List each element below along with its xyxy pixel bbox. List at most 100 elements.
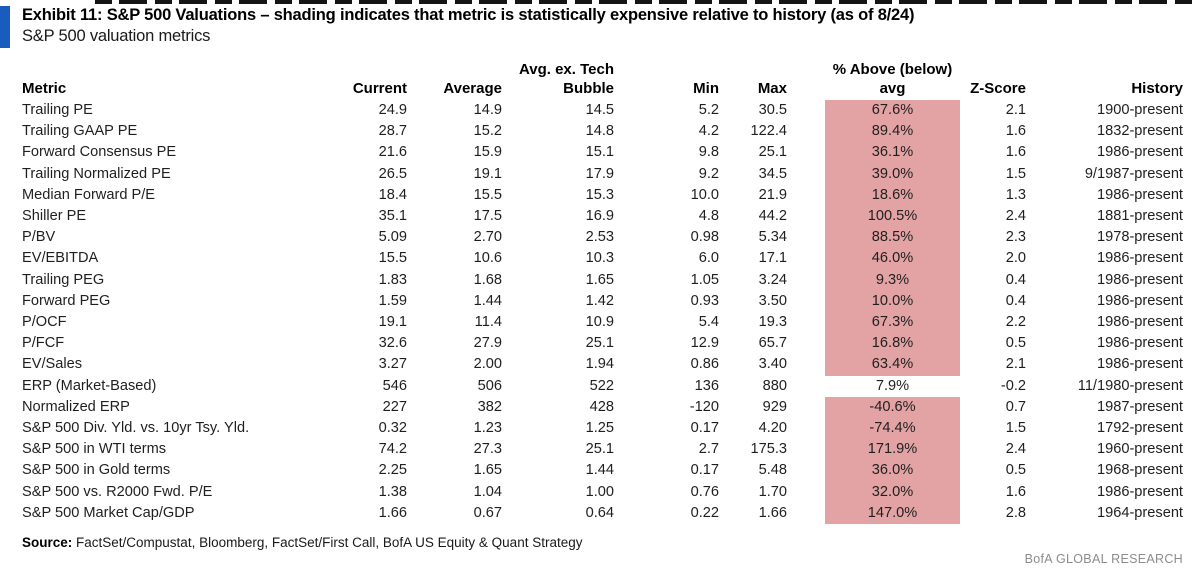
- cell-min: 4.2: [698, 123, 719, 140]
- cell-average: 27.3: [473, 441, 502, 458]
- cell-avg-ex-tech-bubble: 1.25: [585, 420, 614, 437]
- header-pct-above-avg: % Above (below) avg: [825, 60, 960, 100]
- cell-avg-ex-tech-bubble: 15.1: [585, 144, 614, 161]
- cell-current: 5.09: [378, 229, 407, 246]
- cell-min: 12.9: [690, 335, 719, 352]
- table-row: Median Forward P/E 18.4 15.5 15.3 10.0 2…: [22, 184, 1183, 207]
- cell-current: 28.7: [378, 123, 407, 140]
- cell-current: 18.4: [378, 186, 407, 203]
- valuation-table: Metric Current Average Avg. ex. Tech Bub…: [22, 60, 1183, 525]
- cell-avg-ex-tech-bubble: 2.53: [585, 229, 614, 246]
- cell-metric: Trailing GAAP PE: [22, 123, 138, 140]
- cell-current: 15.5: [378, 250, 407, 267]
- cell-min: 136: [694, 377, 719, 394]
- table-row: EV/EBITDA 15.5 10.6 10.3 6.0 17.1 46.0% …: [22, 248, 1183, 270]
- cell-metric: Trailing PEG: [22, 271, 105, 288]
- cell-pct-above-avg: 171.9%: [825, 439, 960, 461]
- cell-min: 4.8: [698, 208, 719, 225]
- cell-avg-ex-tech-bubble: 25.1: [585, 335, 614, 352]
- cell-pct-above-avg: 36.0%: [825, 460, 960, 482]
- table-row: Shiller PE 35.1 17.5 16.9 4.8 44.2 100.5…: [22, 206, 1183, 228]
- cell-current: 24.9: [378, 102, 407, 118]
- cell-avg-ex-tech-bubble: 522: [589, 377, 614, 394]
- cell-average: 15.5: [473, 186, 502, 203]
- cell-avg-ex-tech-bubble: 1.65: [585, 271, 614, 288]
- cell-average: 382: [477, 398, 502, 415]
- cell-current: 21.6: [378, 144, 407, 161]
- cell-spacer: [787, 185, 825, 206]
- cell-metric: S&P 500 Div. Yld. vs. 10yr Tsy. Yld.: [22, 420, 250, 437]
- cell-zscore: 2.4: [1005, 208, 1026, 225]
- cell-average: 19.1: [473, 165, 502, 182]
- cell-avg-ex-tech-bubble: 1.94: [585, 356, 614, 373]
- cell-max: 17.1: [758, 250, 787, 267]
- source-label: Source:: [22, 535, 73, 550]
- cell-zscore: 1.5: [1005, 165, 1026, 182]
- cell-avg-ex-tech-bubble: 10.3: [585, 250, 614, 267]
- cell-max: 1.70: [758, 483, 787, 500]
- table-row: S&P 500 in Gold terms 2.25 1.65 1.44 0.1…: [22, 460, 1183, 482]
- table-row: S&P 500 in WTI terms 74.2 27.3 25.1 2.7 …: [22, 439, 1183, 461]
- clipped-text-artifact: [95, 0, 1195, 4]
- cell-pct-above-avg: 46.0%: [825, 248, 960, 270]
- table-row: EV/Sales 3.27 2.00 1.94 0.86 3.40 63.4% …: [22, 354, 1183, 376]
- cell-zscore: 0.7: [1005, 398, 1026, 415]
- cell-history: 1986-present: [1096, 186, 1183, 203]
- table-row: S&P 500 vs. R2000 Fwd. P/E 1.38 1.04 1.0…: [22, 481, 1183, 503]
- cell-zscore: 0.4: [1005, 292, 1026, 309]
- table-row: Trailing PEG 1.83 1.68 1.65 1.05 3.24 9.…: [22, 269, 1183, 291]
- header-avg-ex-tech-bubble: Avg. ex. Tech Bubble: [502, 60, 614, 100]
- cell-spacer: [787, 397, 825, 418]
- cell-avg-ex-tech-bubble: 14.8: [585, 123, 614, 140]
- cell-history: 11/1980-present: [1077, 377, 1183, 394]
- cell-history: 1986-present: [1096, 335, 1183, 352]
- table-row: Forward PEG 1.59 1.44 1.42 0.93 3.50 10.…: [22, 290, 1183, 313]
- cell-spacer: [787, 121, 825, 142]
- cell-zscore: 1.3: [1005, 186, 1026, 203]
- table-row: Trailing GAAP PE 28.7 15.2 14.8 4.2 122.…: [22, 121, 1183, 143]
- cell-spacer: [787, 100, 825, 121]
- cell-history: 1986-present: [1096, 144, 1183, 161]
- header-avg-ex-line2: Bubble: [563, 80, 614, 97]
- cell-metric: EV/EBITDA: [22, 250, 99, 267]
- cell-spacer: [787, 227, 825, 248]
- cell-avg-ex-tech-bubble: 15.3: [585, 186, 614, 203]
- cell-history: 9/1987-present: [1084, 165, 1183, 182]
- cell-average: 0.67: [473, 504, 502, 521]
- header-current: Current: [352, 80, 407, 97]
- header-metric: Metric: [22, 80, 67, 97]
- cell-metric: P/BV: [22, 229, 56, 246]
- header-min: Min: [693, 80, 719, 97]
- cell-pct-above-avg: 67.3%: [825, 312, 960, 334]
- cell-pct-above-avg: 89.4%: [825, 121, 960, 143]
- cell-max: 880: [762, 377, 787, 394]
- cell-min: 9.2: [698, 165, 719, 182]
- cell-pct-above-avg: 10.0%: [825, 290, 960, 313]
- cell-average: 506: [477, 377, 502, 394]
- cell-current: 1.59: [378, 292, 407, 309]
- cell-pct-above-avg: 9.3%: [825, 269, 960, 291]
- cell-history: 1986-present: [1096, 314, 1183, 331]
- cell-zscore: -0.2: [1000, 377, 1026, 394]
- cell-current: 74.2: [378, 441, 407, 458]
- cell-current: 2.25: [378, 462, 407, 479]
- exhibit-subtitle: S&P 500 valuation metrics: [22, 27, 211, 45]
- cell-spacer: [787, 270, 825, 291]
- cell-min: 0.93: [690, 292, 719, 309]
- cell-pct-above-avg: 18.6%: [825, 184, 960, 207]
- cell-pct-above-avg: -74.4%: [825, 418, 960, 440]
- cell-spacer: [787, 418, 825, 439]
- cell-history: 1986-present: [1096, 250, 1183, 267]
- cell-average: 1.23: [473, 420, 502, 437]
- cell-spacer: [787, 503, 825, 524]
- cell-zscore: 2.4: [1005, 441, 1026, 458]
- cell-metric: P/OCF: [22, 314, 67, 331]
- cell-pct-above-avg: -40.6%: [825, 396, 960, 419]
- cell-avg-ex-tech-bubble: 1.44: [585, 462, 614, 479]
- cell-zscore: 2.1: [1005, 102, 1026, 118]
- cell-metric: Forward Consensus PE: [22, 144, 177, 161]
- cell-metric: Trailing PE: [22, 102, 93, 118]
- cell-spacer: [787, 354, 825, 375]
- cell-avg-ex-tech-bubble: 10.9: [585, 314, 614, 331]
- cell-spacer: [787, 333, 825, 354]
